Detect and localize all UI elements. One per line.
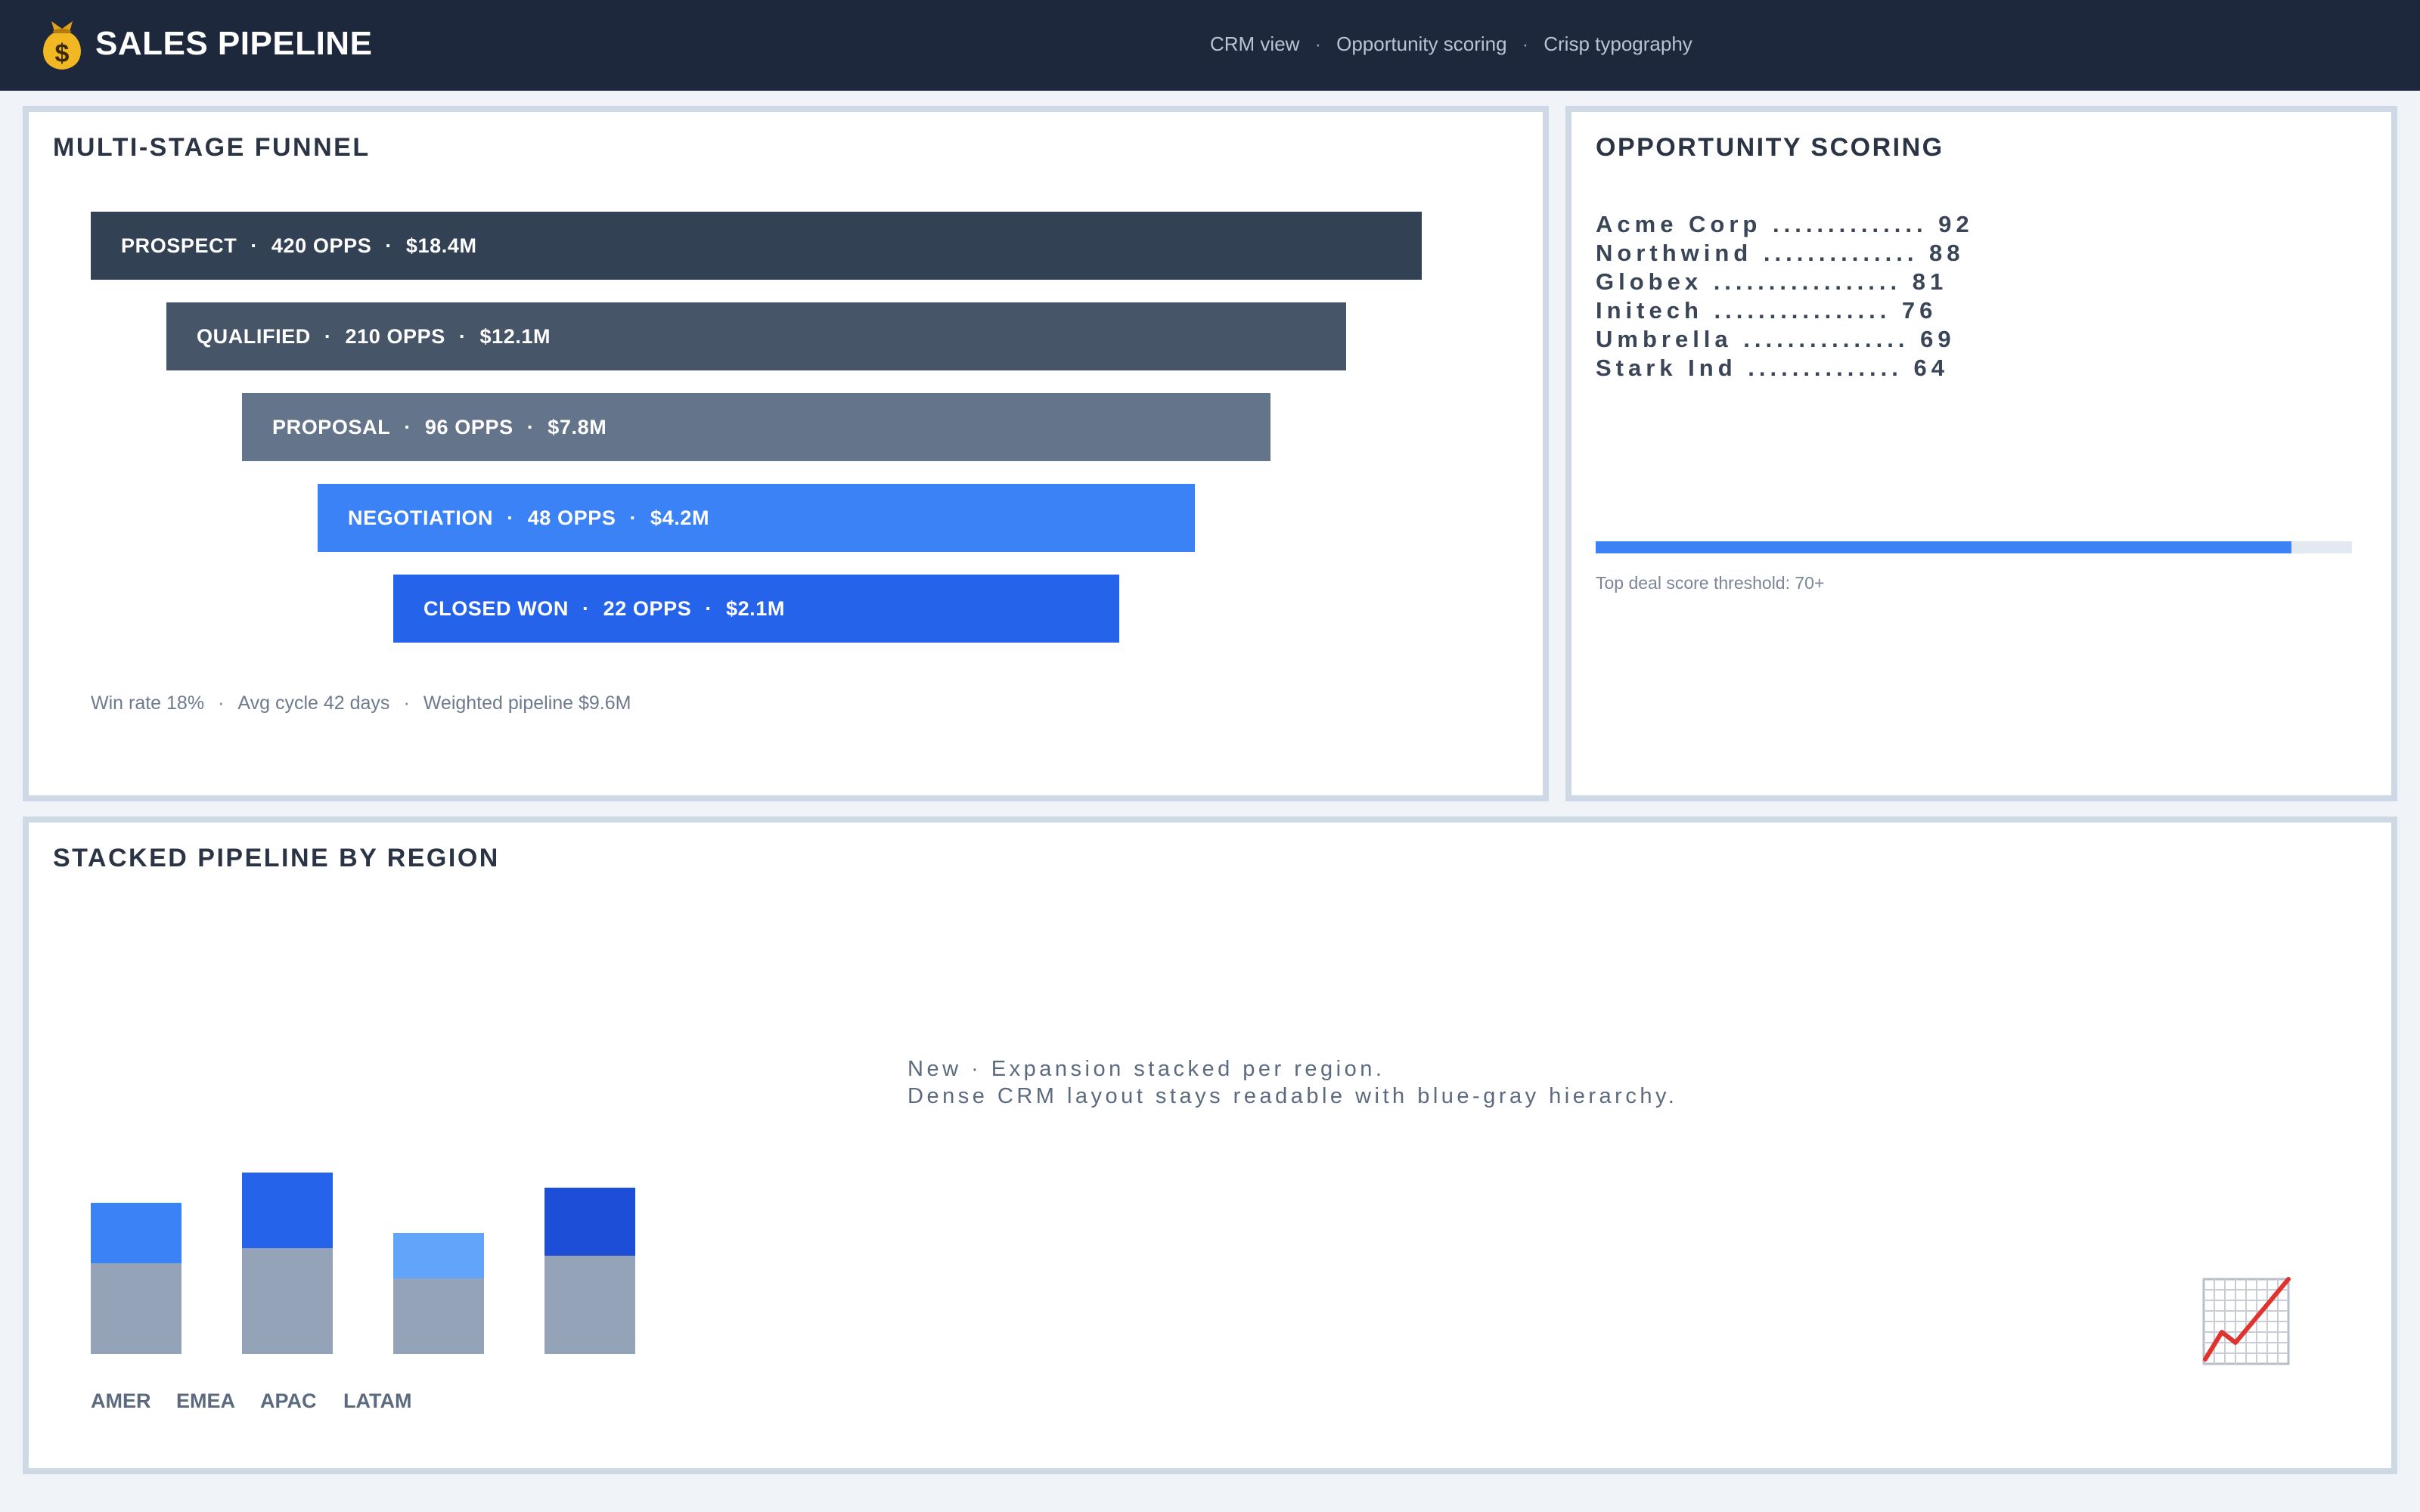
- bar-segment-emea-top[interactable]: [242, 1173, 333, 1248]
- funnel-title: MULTI-STAGE FUNNEL: [53, 133, 371, 162]
- money-bag-icon: $: [43, 21, 81, 70]
- scoring-title: OPPORTUNITY SCORING: [1596, 133, 1944, 162]
- summary-separator: ·: [403, 692, 410, 714]
- stage-name: QUALIFIED: [197, 324, 311, 348]
- stage-value: $4.2M: [650, 506, 710, 529]
- app-title: SALES PIPELINE: [95, 25, 373, 62]
- top-nav: CRM view · Opportunity scoring · Crisp t…: [1210, 30, 1692, 57]
- stage-value: $7.8M: [548, 415, 607, 438]
- funnel-summary: Win rate 18% · Avg cycle 42 days · Weigh…: [91, 692, 631, 714]
- score-row-globex[interactable]: Globex ................. 81: [1596, 268, 1948, 295]
- stage-separator: ·: [705, 596, 712, 620]
- stage-separator: ·: [582, 596, 590, 620]
- region-panel: AMER EMEA APAC LATAM STACKED PIPELINE BY RE…: [23, 816, 2397, 1474]
- bar-segment-latam-top[interactable]: [544, 1188, 635, 1256]
- region-note: New · Expansion stacked per region. Dens…: [908, 1055, 1677, 1110]
- avg-cycle: Avg cycle 42 days: [237, 692, 390, 714]
- stage-value: $18.4M: [405, 234, 477, 257]
- nav-separator: ·: [1522, 32, 1529, 55]
- funnel-stage-proposal[interactable]: PROPOSAL · 96 OPPS · $7.8M: [242, 393, 1270, 461]
- region-label-latam: LATAM: [343, 1390, 411, 1412]
- stage-separator: ·: [458, 324, 467, 348]
- bar-segment-apac-top[interactable]: [393, 1233, 484, 1278]
- score-row-stark-ind[interactable]: Stark Ind .............. 64: [1596, 355, 1949, 381]
- region-label-amer: AMER: [91, 1390, 151, 1412]
- funnel-panel: MULTI-STAGE FUNNEL PROSPECT · 420 OPPS ·…: [23, 106, 1549, 801]
- stage-opps: 48 OPPS: [527, 506, 616, 529]
- stage-name: CLOSED WON: [424, 596, 569, 620]
- stage-value: $2.1M: [725, 596, 785, 620]
- score-row-umbrella[interactable]: Umbrella ............... 69: [1596, 326, 1956, 352]
- funnel-stage-negotiation[interactable]: NEGOTIATION · 48 OPPS · $4.2M: [318, 484, 1195, 552]
- stage-separator: ·: [404, 415, 411, 438]
- win-rate: Win rate 18%: [91, 692, 205, 714]
- bar-segment-amer-top[interactable]: [91, 1203, 182, 1263]
- stage-value: $12.1M: [479, 324, 551, 348]
- score-threshold-bar: [1596, 541, 2352, 553]
- region-label-emea: EMEA: [176, 1390, 235, 1412]
- svg-text:$: $: [55, 39, 70, 68]
- score-threshold-caption: Top deal score threshold: 70+: [1596, 573, 1825, 593]
- region-title: STACKED PIPELINE BY REGION: [53, 844, 500, 872]
- stage-name: PROPOSAL: [272, 415, 391, 438]
- nav-item-crm-view[interactable]: CRM view: [1210, 32, 1300, 55]
- weighted-pipeline: Weighted pipeline $9.6M: [423, 692, 631, 714]
- top-bar: $ SALES PIPELINE CRM view · Opportunity …: [0, 0, 2420, 91]
- bar-segment-amer-base[interactable]: [91, 1263, 182, 1354]
- scoring-panel: OPPORTUNITY SCORING Acme Corp ..........…: [1565, 106, 2397, 801]
- stage-separator: ·: [629, 506, 638, 529]
- stage-separator: ·: [324, 324, 332, 348]
- stage-separator: ·: [385, 234, 392, 257]
- score-list: Acme Corp .............. 92 Northwind ..…: [1596, 210, 1974, 383]
- chart-increasing-icon: [2202, 1277, 2291, 1365]
- funnel-stage-qualified[interactable]: QUALIFIED · 210 OPPS · $12.1M: [166, 302, 1346, 370]
- score-threshold-fill: [1596, 541, 2291, 553]
- stage-name: NEGOTIATION: [348, 506, 494, 529]
- summary-separator: ·: [218, 692, 225, 714]
- bar-segment-latam-base[interactable]: [544, 1256, 635, 1354]
- region-note-line-2: Dense CRM layout stays readable with blu…: [908, 1084, 1678, 1108]
- nav-separator: ·: [1314, 32, 1322, 55]
- score-row-acme-corp[interactable]: Acme Corp .............. 92: [1596, 211, 1974, 237]
- stacked-region-chart: AMER EMEA APAC LATAM: [91, 1173, 635, 1412]
- brand: $ SALES PIPELINE: [35, 15, 372, 73]
- funnel-stage-prospect[interactable]: PROSPECT · 420 OPPS · $18.4M: [91, 212, 1422, 280]
- bar-segment-emea-base[interactable]: [242, 1248, 333, 1354]
- score-row-initech[interactable]: Initech ................ 76: [1596, 297, 1938, 324]
- stage-opps: 22 OPPS: [603, 596, 692, 620]
- nav-item-crisp-typography[interactable]: Crisp typography: [1544, 32, 1692, 55]
- funnel-stage-closed-won[interactable]: CLOSED WON · 22 OPPS · $2.1M: [393, 575, 1119, 643]
- stage-opps: 210 OPPS: [345, 324, 445, 348]
- score-row-northwind[interactable]: Northwind .............. 88: [1596, 240, 1965, 266]
- region-note-line-1: New · Expansion stacked per region.: [908, 1057, 1385, 1081]
- stage-separator: ·: [526, 415, 535, 438]
- stage-separator: ·: [250, 234, 258, 257]
- nav-item-opportunity-scoring[interactable]: Opportunity scoring: [1336, 32, 1507, 55]
- stage-name: PROSPECT: [121, 234, 237, 257]
- bar-segment-apac-base[interactable]: [393, 1278, 484, 1354]
- stage-separator: ·: [507, 506, 514, 529]
- stage-opps: 96 OPPS: [424, 415, 513, 438]
- region-label-apac: APAC: [260, 1390, 317, 1412]
- stage-opps: 420 OPPS: [271, 234, 372, 257]
